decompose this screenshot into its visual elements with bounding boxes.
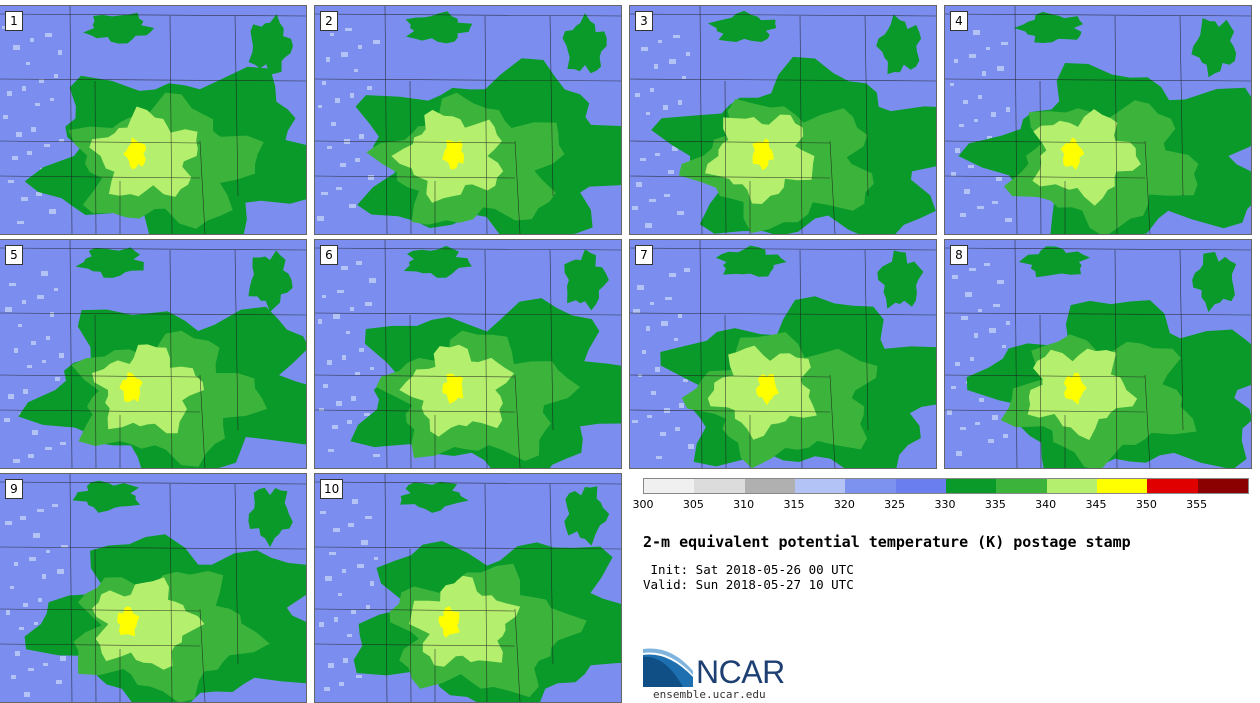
- member-number: 4: [950, 11, 968, 31]
- ncar-logo: NCAR ensemble.ucar.edu: [643, 645, 803, 701]
- member-panel-1: 1: [0, 5, 307, 235]
- member-number: 3: [635, 11, 653, 31]
- member-panel-6: 6: [314, 239, 622, 469]
- theta-e-map: [0, 474, 306, 702]
- member-number: 9: [5, 479, 23, 499]
- member-number: 7: [635, 245, 653, 265]
- ncar-logo-icon: [643, 648, 693, 687]
- member-panel-3: 3: [629, 5, 937, 235]
- member-panel-4: 4: [944, 5, 1252, 235]
- figure-title: 2-m equivalent potential temperature (K)…: [643, 533, 1131, 551]
- member-panel-8: 8: [944, 239, 1252, 469]
- colorbar-segment: [644, 479, 695, 493]
- member-panel-9: 9: [0, 473, 307, 703]
- colorbar-tick-label: 340: [1035, 498, 1057, 511]
- colorbar-tick-label: 355: [1186, 498, 1208, 511]
- theta-e-map: [945, 6, 1251, 234]
- colorbar-segment: [1046, 479, 1097, 493]
- colorbar-segment: [794, 479, 846, 493]
- theta-e-map: [0, 240, 306, 468]
- theta-e-map: [315, 6, 621, 234]
- colorbar-segment: [744, 479, 795, 493]
- member-panel-10: 10: [314, 473, 622, 703]
- theta-e-map: [0, 6, 306, 234]
- member-panel-7: 7: [629, 239, 937, 469]
- colorbar-segment: [1096, 479, 1148, 493]
- colorbar-tick-label: 335: [984, 498, 1006, 511]
- theta-e-map: [945, 240, 1251, 468]
- time-info: Init: Sat 2018-05-26 00 UTC Valid: Sun 20…: [643, 562, 854, 592]
- member-number: 2: [320, 11, 338, 31]
- theta-e-map: [630, 240, 936, 468]
- theta-e-map: [315, 474, 621, 702]
- colorbar-segment: [945, 479, 997, 493]
- colorbar-segment: [895, 479, 946, 493]
- colorbar-tick-label: 325: [884, 498, 906, 511]
- colorbar-tick-label: 350: [1135, 498, 1157, 511]
- colorbar: [643, 478, 1249, 494]
- colorbar-segment: [1147, 479, 1198, 493]
- member-number: 10: [320, 479, 344, 499]
- logo-url: ensemble.ucar.edu: [653, 688, 766, 701]
- member-number: 5: [5, 245, 23, 265]
- colorbar-tick-label: 305: [682, 498, 704, 511]
- member-panel-5: 5: [0, 239, 307, 469]
- colorbar-tick-label: 310: [733, 498, 755, 511]
- logo-text: NCAR: [696, 654, 785, 690]
- init-time: Init: Sat 2018-05-26 00 UTC: [643, 562, 854, 577]
- valid-time: Valid: Sun 2018-05-27 10 UTC: [643, 577, 854, 592]
- member-panel-2: 2: [314, 5, 622, 235]
- theta-e-map: [315, 240, 621, 468]
- colorbar-tick-label: 300: [632, 498, 654, 511]
- member-number: 1: [5, 11, 23, 31]
- colorbar-segment: [845, 479, 896, 493]
- colorbar-segment: [996, 479, 1047, 493]
- colorbar-tick-label: 330: [934, 498, 956, 511]
- colorbar-tick-labels: 300 305 310 315 320 325 330 335 340 345 350 355: [633, 498, 1247, 512]
- colorbar-tick-label: 345: [1085, 498, 1107, 511]
- colorbar-tick-label: 320: [833, 498, 855, 511]
- colorbar-segment: [1197, 479, 1248, 493]
- colorbar-segment: [694, 479, 745, 493]
- theta-e-map: [630, 6, 936, 234]
- member-number: 6: [320, 245, 338, 265]
- member-number: 8: [950, 245, 968, 265]
- colorbar-tick-label: 315: [783, 498, 805, 511]
